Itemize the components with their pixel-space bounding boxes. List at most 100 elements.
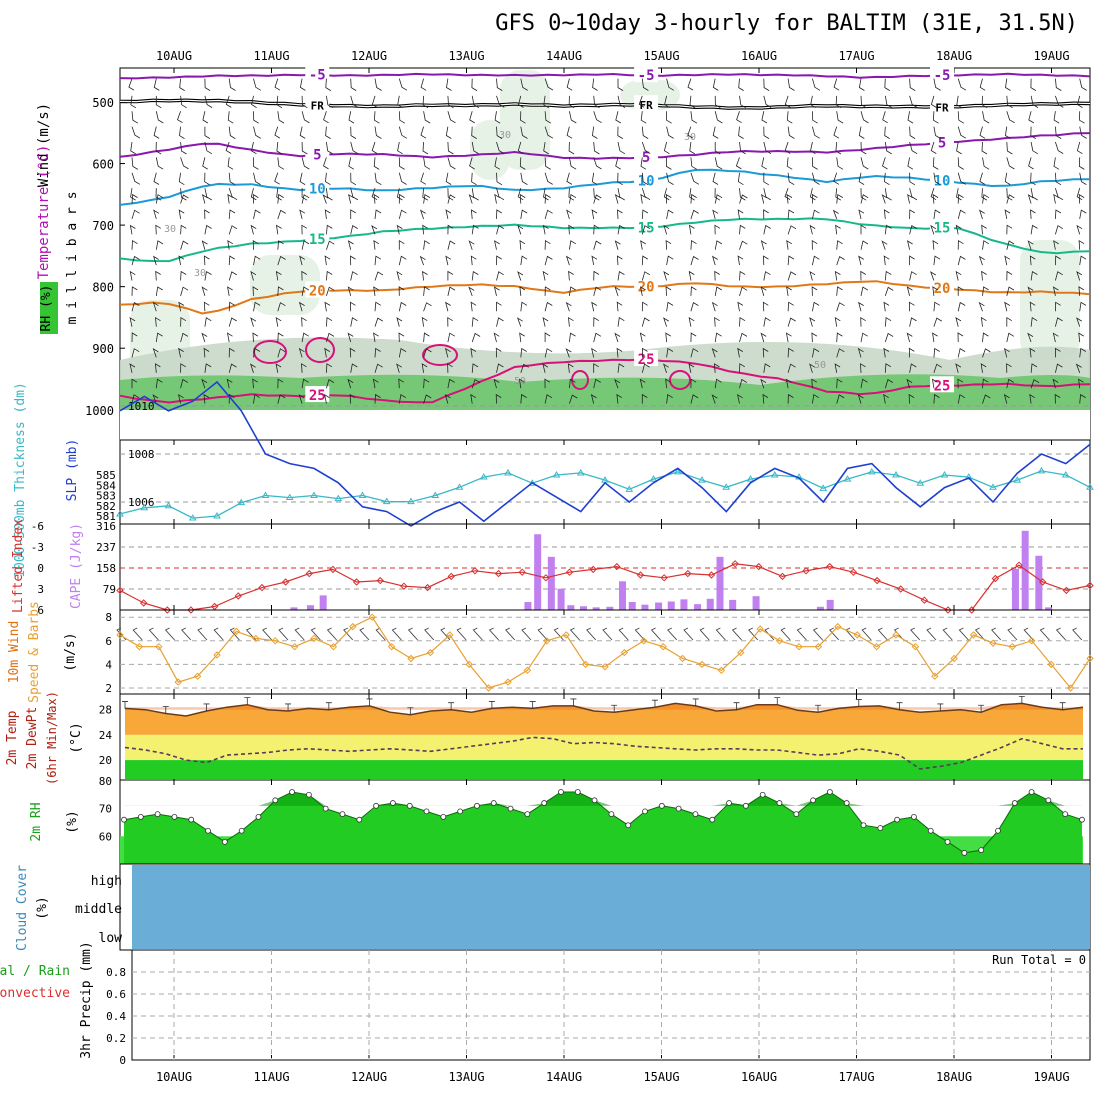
wind-barb <box>593 270 600 281</box>
cape-bar <box>716 556 724 610</box>
wind-barb <box>640 286 646 296</box>
wind-barb <box>957 172 966 185</box>
contour-label: -5 <box>309 68 326 84</box>
wind-barb <box>349 301 356 312</box>
wind-barb <box>1053 240 1059 250</box>
wind-barb <box>423 302 432 312</box>
wind-barb <box>566 126 573 139</box>
wind-barb <box>1079 209 1087 220</box>
wind-barb <box>763 209 769 219</box>
wind-barb <box>763 255 769 266</box>
wind-barb <box>955 317 962 327</box>
wind-speed-point <box>640 637 648 645</box>
wind-barb <box>202 157 208 170</box>
wind-barb <box>447 332 456 343</box>
wind-barb <box>177 111 183 124</box>
wind-barb <box>276 95 283 109</box>
temp-minmax-bar <box>366 698 373 706</box>
wind-barb <box>516 317 523 327</box>
wind-barb <box>326 95 334 109</box>
wind-barb <box>566 209 573 220</box>
date-label: 12AUG <box>351 1070 387 1084</box>
precip-units: 3hr Precip (mm) <box>79 941 94 1058</box>
wind-barb <box>884 126 890 139</box>
wind-barb <box>131 193 138 204</box>
wind-barb <box>884 317 892 327</box>
wind-barb <box>495 393 502 404</box>
date-label: 19AUG <box>1033 49 1069 63</box>
wind-barb <box>494 157 501 170</box>
contour-label-bg <box>930 133 955 150</box>
wind-barb <box>471 95 480 109</box>
wind-barb <box>641 209 649 219</box>
wind-barb <box>780 627 791 641</box>
wind-barb <box>1007 627 1018 641</box>
wind-barb <box>979 126 986 139</box>
wind-barb <box>860 378 868 389</box>
cape-label: CAPE (J/kg) <box>69 523 84 609</box>
wind-barb <box>955 363 962 373</box>
wind-barb <box>488 627 499 641</box>
wind-barb <box>982 286 989 296</box>
wind-barb <box>225 95 232 108</box>
wind-barb <box>155 194 164 204</box>
wind-barb <box>569 394 578 404</box>
rh-point <box>121 816 127 823</box>
wind-barb <box>689 141 696 155</box>
wind-barb <box>180 378 189 389</box>
wind-barb <box>909 363 917 373</box>
rh-point <box>474 802 480 809</box>
wind-barb <box>277 255 286 266</box>
wind-barb <box>688 316 695 327</box>
rh-point <box>826 789 833 795</box>
wind-barb <box>348 193 354 204</box>
wind-barb <box>884 95 893 109</box>
rh-panel: 60 70 80 2m RH (%) <box>29 775 1091 865</box>
wind-barb <box>374 347 381 358</box>
slp-tick-label: 1008 <box>128 448 155 461</box>
wind-barb <box>836 286 843 296</box>
wind-barb <box>786 157 793 170</box>
wind-barb <box>591 347 597 358</box>
wind-barb <box>787 225 797 235</box>
wind-barb <box>131 126 141 139</box>
wind-barb <box>348 157 355 170</box>
thickness-point <box>1086 483 1094 490</box>
wind-barb <box>1028 111 1035 124</box>
wind-barb <box>1003 394 1010 404</box>
wind-barb <box>860 141 867 155</box>
wind-barb <box>1053 157 1060 170</box>
wind-barb <box>227 157 234 170</box>
wind-barb <box>666 301 674 312</box>
wind-barb <box>665 332 672 343</box>
wind-speed-point <box>387 642 396 651</box>
wind-barb <box>812 301 820 312</box>
wind-barb <box>974 627 985 641</box>
wind-speed-point <box>834 622 842 631</box>
rh-point <box>188 816 195 823</box>
rh-shade-light <box>500 70 550 170</box>
y-axis-label: m i l l i b a r s <box>65 191 80 324</box>
wind-barb <box>277 209 286 220</box>
wind-barb <box>423 157 431 170</box>
wind-barb <box>1075 363 1082 373</box>
isotherm-line <box>119 168 1091 206</box>
contour-label: FR <box>935 101 949 114</box>
wind-barb <box>809 363 816 373</box>
wind-barb <box>275 270 282 281</box>
wind-barb <box>1079 301 1087 312</box>
contour-label-bg <box>305 145 330 162</box>
wind-speed-point <box>523 666 532 675</box>
wind-barb <box>714 95 721 109</box>
wind-barb <box>764 627 775 641</box>
wind-barb <box>131 348 140 358</box>
wind-barb <box>981 141 988 155</box>
thickness-tick-label: 582 <box>96 500 116 513</box>
wind-barb <box>884 378 894 389</box>
wind-barb <box>617 270 625 281</box>
rh-point <box>1028 789 1035 795</box>
wind-barb <box>739 270 746 281</box>
contour-label-bg <box>930 218 955 235</box>
wind-barb <box>299 78 306 91</box>
wind-barb <box>957 332 964 343</box>
